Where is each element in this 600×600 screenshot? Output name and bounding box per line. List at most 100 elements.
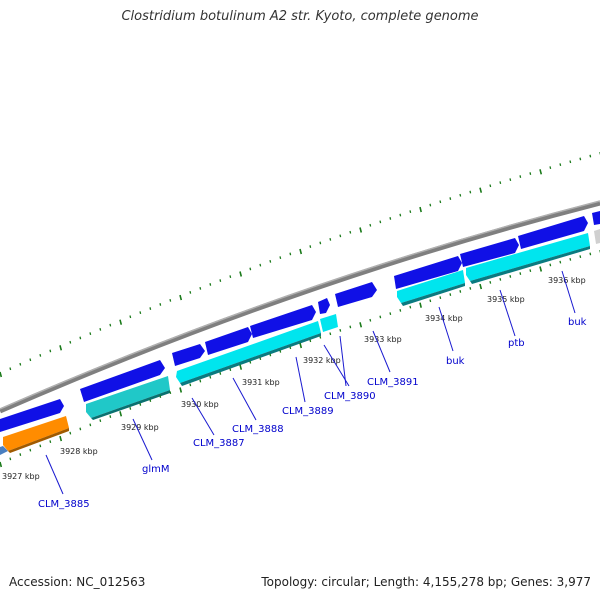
major-tick — [479, 283, 483, 290]
minor-tick — [69, 340, 72, 344]
minor-tick — [199, 379, 202, 383]
minor-tick — [209, 283, 212, 286]
gene-feature-shade — [91, 390, 170, 420]
scale-label: 3930 kbp — [181, 400, 219, 409]
minor-tick — [39, 353, 42, 357]
minor-tick — [469, 190, 472, 194]
minor-tick — [249, 267, 252, 271]
major-tick — [179, 294, 183, 301]
minor-tick — [189, 383, 192, 387]
gene-feature[interactable] — [80, 360, 165, 402]
gene-feature[interactable] — [518, 216, 588, 249]
gene-label[interactable]: buk — [568, 317, 587, 328]
minor-tick — [409, 210, 412, 214]
scale-label: 3931 kbp — [242, 378, 280, 387]
major-tick — [59, 345, 63, 351]
major-tick — [419, 302, 422, 308]
gene-feature[interactable] — [250, 305, 316, 338]
minor-tick — [469, 286, 472, 290]
gene-feature[interactable] — [466, 233, 590, 281]
gene-label[interactable]: buk — [446, 356, 465, 367]
minor-tick — [329, 237, 332, 241]
minor-tick — [159, 303, 162, 306]
minor-tick — [19, 453, 22, 456]
minor-tick — [309, 245, 312, 248]
minor-tick — [449, 293, 452, 296]
genome-backbone-highlight — [0, 200, 600, 410]
gene-label[interactable]: CLM_3885 — [38, 499, 90, 510]
minor-tick — [379, 220, 382, 224]
gene-label[interactable]: glmM — [142, 464, 170, 475]
minor-tick — [269, 259, 272, 263]
scale-label: 3929 kbp — [121, 423, 159, 432]
minor-tick — [509, 275, 512, 278]
label-leaders — [45, 270, 576, 495]
minor-tick — [109, 415, 112, 418]
rrna-feature[interactable] — [3, 416, 69, 451]
minor-tick — [309, 339, 312, 343]
major-tick — [0, 371, 3, 378]
gene-feature[interactable] — [318, 298, 330, 314]
minor-tick — [449, 197, 452, 200]
gene-feature[interactable] — [86, 376, 170, 418]
major-tick — [539, 169, 543, 175]
minor-tick — [319, 241, 322, 245]
gene-feature[interactable] — [335, 282, 377, 307]
minor-tick — [49, 440, 52, 444]
minor-tick — [349, 230, 352, 234]
minor-tick — [379, 315, 382, 319]
gene-feature[interactable] — [592, 211, 600, 225]
minor-tick — [129, 407, 132, 410]
minor-tick — [559, 163, 562, 167]
gene-feature-shade — [470, 246, 590, 284]
major-tick — [299, 342, 303, 349]
gene-feature[interactable] — [176, 321, 321, 383]
gene-feature[interactable] — [394, 256, 462, 289]
minor-tick — [369, 318, 372, 322]
scale-label: 3927 kbp — [2, 472, 40, 481]
minor-tick — [489, 184, 492, 188]
gene-label[interactable]: ptb — [508, 338, 525, 349]
minor-tick — [339, 328, 342, 332]
scale-label: 3928 kbp — [60, 447, 98, 456]
minor-tick — [529, 269, 532, 273]
minor-tick — [369, 223, 372, 227]
minor-tick — [29, 448, 32, 452]
gene-label[interactable]: CLM_3891 — [367, 377, 419, 388]
scale-label: 3933 kbp — [364, 335, 402, 344]
minor-tick — [209, 375, 212, 379]
minor-tick — [569, 257, 572, 261]
minor-tick — [159, 395, 162, 398]
minor-tick — [259, 263, 262, 267]
gene-feature[interactable] — [0, 446, 8, 455]
minor-tick — [229, 275, 232, 279]
minor-tick — [169, 391, 172, 395]
minor-tick — [89, 332, 92, 336]
minor-tick — [249, 360, 252, 364]
gene-feature[interactable] — [205, 327, 252, 355]
gene-feature-shade — [180, 333, 321, 386]
major-tick — [299, 248, 303, 255]
minor-tick — [459, 290, 462, 293]
gene-label[interactable]: CLM_3887 — [193, 438, 245, 449]
minor-tick — [529, 172, 532, 175]
gene-feature[interactable] — [460, 238, 519, 267]
gene-label[interactable]: CLM_3890 — [324, 391, 376, 402]
minor-tick — [519, 272, 522, 275]
gene-feature[interactable] — [594, 229, 600, 244]
gene-feature[interactable] — [172, 344, 205, 366]
major-tick — [179, 387, 183, 393]
major-tick — [0, 461, 3, 468]
gene-label[interactable]: CLM_3888 — [232, 424, 284, 435]
minor-tick — [129, 315, 132, 319]
gene-label[interactable]: CLM_3889 — [282, 406, 334, 417]
gene-feature[interactable] — [0, 399, 64, 432]
gene-feature[interactable] — [320, 314, 338, 332]
major-tick — [359, 322, 363, 328]
minor-tick — [219, 372, 222, 375]
scale-label: 3934 kbp — [425, 314, 463, 323]
gene-feature[interactable] — [397, 270, 465, 303]
minor-tick — [579, 255, 582, 259]
minor-tick — [329, 332, 332, 336]
